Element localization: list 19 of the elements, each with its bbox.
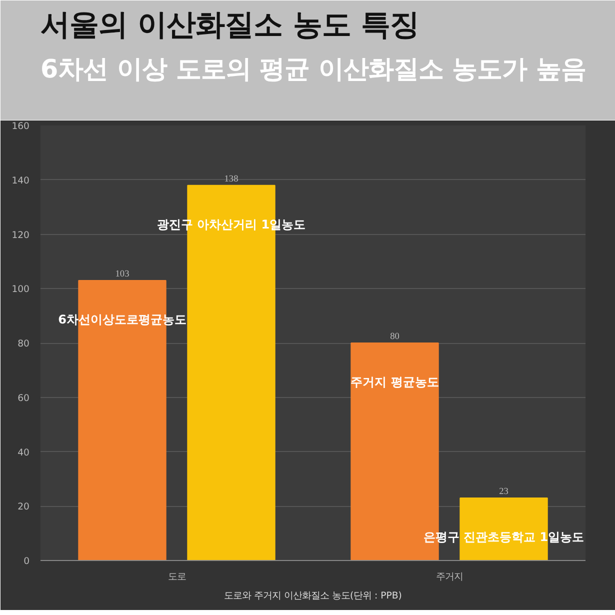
- y-tick-label: 60: [18, 392, 30, 404]
- data-label: 103: [115, 269, 130, 280]
- chart-title: 서울의 이산화질소 농도 특징: [40, 8, 420, 42]
- annotation: 주거지 평균농도: [350, 375, 439, 390]
- data-label: 138: [224, 174, 239, 184]
- x-axis-title: 도로와 주거지 이산화질소 농도(단위 : PPB): [224, 590, 402, 602]
- y-tick-label: 0: [24, 556, 30, 567]
- y-tick-label: 40: [18, 447, 30, 458]
- x-tick-label: 주거지: [436, 572, 463, 582]
- y-tick-label: 80: [18, 338, 30, 350]
- data-label: 23: [499, 486, 509, 497]
- y-tick-label: 20: [18, 502, 30, 513]
- y-tick-label: 120: [12, 230, 30, 241]
- chart-subtitle: 6차선 이상 도로의 평균 이산화질소 농도가 높음: [40, 54, 586, 84]
- data-label: 80: [390, 332, 400, 342]
- y-tick-label: 100: [12, 284, 30, 296]
- x-tick-label: 도로: [168, 572, 186, 582]
- y-tick-label: 160: [12, 121, 30, 132]
- y-tick-label: 140: [12, 175, 30, 186]
